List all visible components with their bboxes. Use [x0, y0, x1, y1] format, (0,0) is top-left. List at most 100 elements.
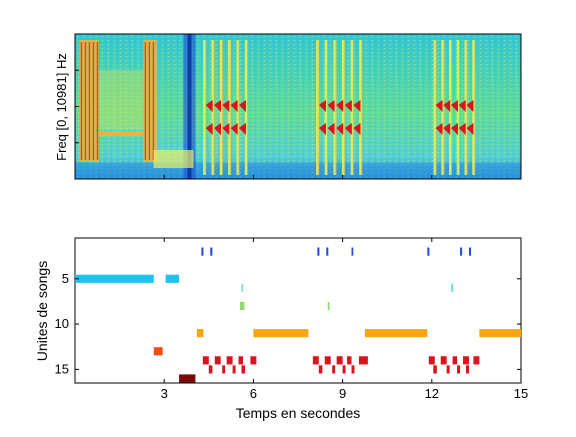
chirp-glint-upper — [435, 100, 443, 112]
spectrogram-features — [75, 34, 522, 179]
chirp-glint-upper — [205, 100, 213, 112]
spectrogram-frame — [74, 33, 522, 180]
song-units-panel: 3 6 9 12 15 5 10 15 Temps en secondes Unites d… — [34, 237, 528, 421]
chirp-glint-upper — [327, 100, 335, 112]
x-tick-label: 3 — [161, 386, 168, 401]
chirp-glint-upper — [466, 100, 474, 112]
noise-band — [98, 131, 144, 136]
unit-2-segment — [468, 247, 472, 256]
chirp-glint-lower — [238, 123, 246, 135]
x-tick-label: 15 — [514, 386, 528, 401]
unit-14-segment — [238, 356, 243, 365]
noise-haze — [98, 70, 144, 130]
y-tick-label: 5 — [62, 271, 69, 286]
unit-14-segment — [324, 356, 331, 365]
unit-5-segment — [165, 274, 180, 283]
unit-14-segment — [226, 356, 233, 365]
unit-14-segment — [428, 356, 435, 365]
unit-2-segment — [317, 247, 320, 256]
unit-5-segment — [75, 274, 154, 283]
unit-13-segment — [153, 347, 163, 356]
chirp-glint-upper — [222, 100, 230, 112]
chirp-glint-upper — [450, 100, 458, 112]
spectrogram-low-band — [75, 163, 521, 179]
x-tick-label: 6 — [250, 386, 257, 401]
unit-11-segment — [364, 329, 428, 338]
unit-15-segment — [332, 365, 336, 374]
unit-14-segment — [347, 356, 352, 365]
chirp-glint-upper — [353, 100, 361, 112]
chirp-glint-lower — [318, 123, 326, 135]
unit-15-segment — [433, 365, 437, 374]
unit-14-segment — [336, 356, 343, 365]
chirp-glint-upper — [318, 100, 326, 112]
chirp-glint-lower — [327, 123, 335, 135]
y-tick-label: 10 — [55, 316, 69, 331]
unit-8-segment — [240, 301, 245, 311]
chirp-glint-lower — [230, 123, 238, 135]
x-axis-label: Temps en secondes — [236, 405, 361, 421]
chirp-glint-upper — [443, 100, 451, 112]
unit-15-segment — [222, 365, 226, 374]
unit-16-segment — [179, 374, 196, 383]
chirp-glint-upper — [344, 100, 352, 112]
unit-15-segment — [351, 365, 355, 374]
y-axis-ticks: 5 10 15 — [55, 271, 521, 376]
chirp-glint-upper — [458, 100, 466, 112]
broadband-core — [187, 34, 192, 179]
chirp-glint-upper — [230, 100, 238, 112]
unit-2-segment — [326, 247, 329, 256]
unit-14-segment — [312, 356, 319, 365]
chirp-glint-lower — [344, 123, 352, 135]
spectrogram-panel: Freq [0, 10981] Hz — [54, 33, 522, 180]
chirp-glint-upper — [238, 100, 246, 112]
chirp-glint-lower — [222, 123, 230, 135]
chirp-glint-lower — [450, 123, 458, 135]
unit-15-segment — [232, 365, 236, 374]
x-tick-label: 9 — [339, 386, 346, 401]
unit-2-segment — [351, 247, 354, 256]
unit-6-segment — [451, 283, 454, 292]
unit-14-segment — [358, 356, 368, 365]
unit-14-segment — [463, 356, 469, 365]
spectrogram-ylabel: Freq [0, 10981] Hz — [54, 53, 69, 161]
unit-11-segment — [479, 329, 521, 338]
unit-2-segment — [210, 247, 213, 256]
unit-15-segment — [465, 365, 469, 374]
broadband-tail — [153, 150, 194, 168]
x-axis-ticks: 3 6 9 12 15 — [161, 238, 528, 401]
unit-15-segment — [208, 365, 213, 374]
chirp-glint-lower — [205, 123, 213, 135]
unit-2-segment — [427, 247, 430, 256]
y-tick-label: 15 — [55, 361, 69, 376]
unit-15-segment — [457, 365, 461, 374]
unit-14-segment — [250, 356, 257, 365]
unit-15-segment — [241, 365, 246, 374]
unit-2-segment — [201, 247, 204, 256]
y-axis-label: Unites de songs — [34, 261, 50, 361]
x-tick-label: 12 — [425, 386, 439, 401]
chirp-glint-lower — [458, 123, 466, 135]
unit-marks — [75, 247, 521, 383]
unit-11-segment — [253, 329, 309, 338]
chirp-glint-lower — [435, 123, 443, 135]
unit-15-segment — [446, 365, 450, 374]
unit-14-segment — [214, 356, 221, 365]
unit-2-segment — [460, 247, 463, 256]
unit-6-segment — [241, 283, 244, 292]
unit-15-segment — [342, 365, 346, 374]
unit-15-segment — [318, 365, 323, 374]
unit-14-segment — [452, 356, 458, 365]
unit-14-segment — [473, 356, 480, 365]
chirp-glint-upper — [336, 100, 344, 112]
chirp-glint-upper — [213, 100, 221, 112]
chirp-glint-lower — [466, 123, 474, 135]
unit-14-segment — [202, 356, 209, 365]
chirp-glint-lower — [336, 123, 344, 135]
unit-8-segment — [327, 301, 330, 311]
chirp-glint-lower — [213, 123, 221, 135]
unit-11-segment — [196, 329, 204, 338]
chirp-glint-lower — [353, 123, 361, 135]
